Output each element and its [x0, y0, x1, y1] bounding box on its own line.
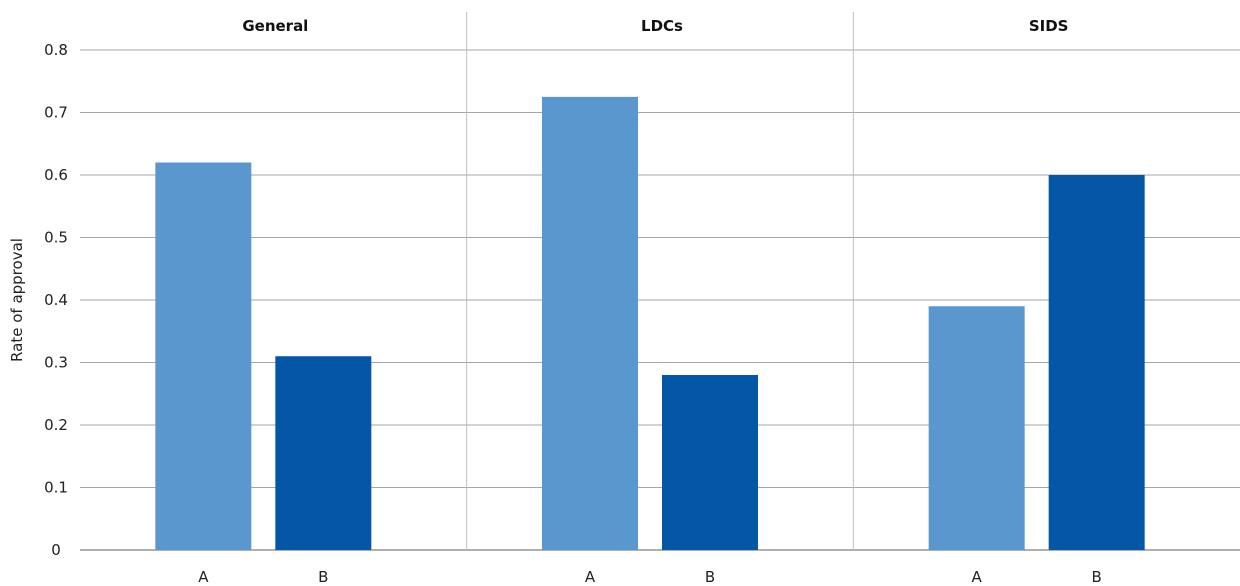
y-tick-label: 0.4: [44, 291, 68, 309]
y-tick-label: 0.1: [44, 479, 68, 497]
bar: [275, 356, 372, 550]
y-tick-label: 0.8: [44, 41, 68, 59]
y-tick-label: 0: [51, 541, 61, 559]
bar: [155, 162, 252, 550]
x-tick-label: B: [1092, 568, 1102, 586]
panel-title: General: [242, 17, 308, 35]
panel-title: LDCs: [641, 17, 683, 35]
y-tick-labels: 0 0.1 0.2 0.3 0.4 0.5 0.6 0.7 0.8: [44, 41, 68, 559]
x-tick-label: B: [705, 568, 715, 586]
bar: [662, 375, 758, 550]
y-tick-label: 0.2: [44, 416, 68, 434]
bar: [1048, 175, 1145, 550]
y-tick-label: 0.7: [44, 104, 68, 122]
x-tick-label: B: [318, 568, 328, 586]
panel: General A B: [155, 17, 372, 586]
x-tick-label: A: [972, 568, 983, 586]
gridlines: [80, 49, 1240, 551]
x-tick-label: A: [198, 568, 209, 586]
bar: [928, 306, 1025, 550]
panel-separators: [466, 12, 854, 550]
y-tick-label: 0.3: [44, 354, 68, 372]
x-tick-label: A: [585, 568, 596, 586]
y-axis-title: Rate of approval: [8, 238, 26, 362]
panels: General A B LDCs A B SIDS A B: [155, 17, 1145, 586]
panel-title: SIDS: [1029, 17, 1069, 35]
bar: [542, 96, 638, 550]
y-tick-label: 0.6: [44, 166, 68, 184]
y-tick-label: 0.5: [44, 229, 68, 247]
panel: LDCs A B: [542, 17, 758, 586]
panel: SIDS A B: [928, 17, 1145, 586]
